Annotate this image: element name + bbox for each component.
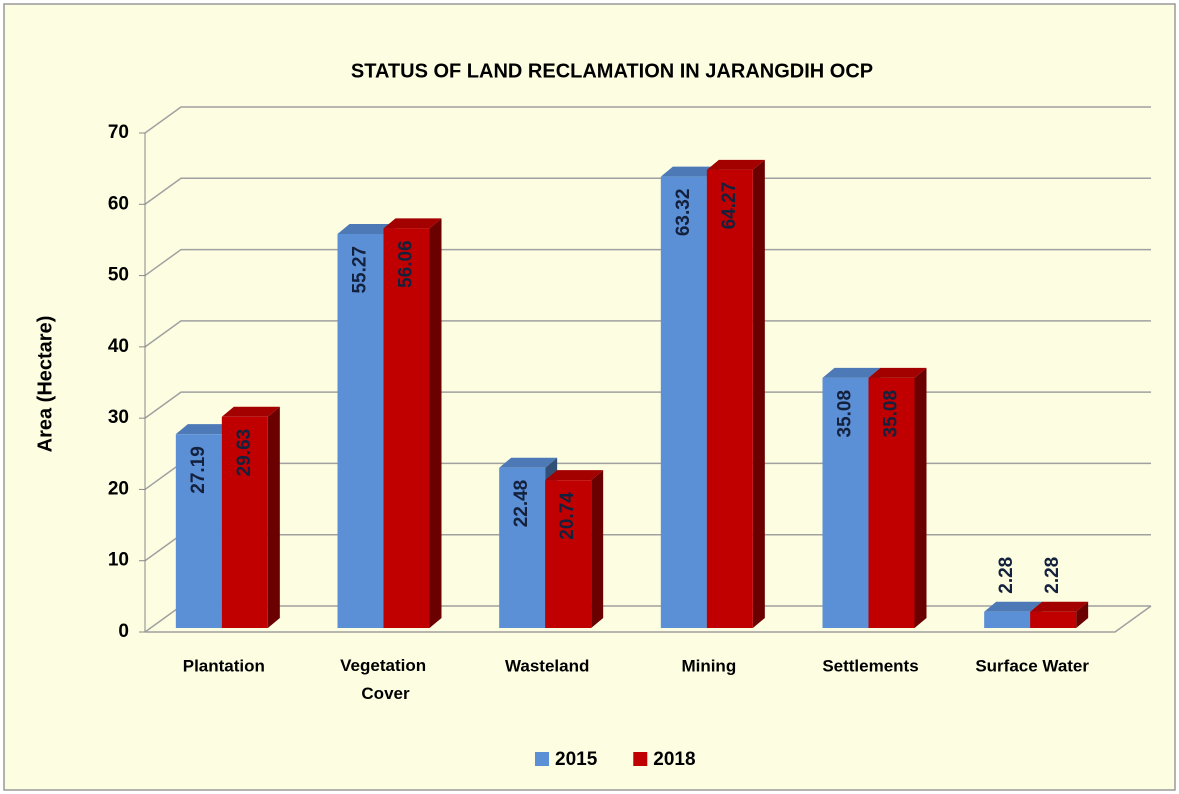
y-tick-label: 60 bbox=[108, 193, 129, 214]
bar bbox=[1030, 601, 1089, 628]
legend-label: 2018 bbox=[653, 749, 695, 770]
bar-top bbox=[499, 457, 558, 468]
bar bbox=[383, 218, 442, 628]
bar-front bbox=[984, 611, 1031, 628]
x-tick-label: Settlements bbox=[822, 656, 918, 675]
bar-front bbox=[175, 434, 222, 628]
bar-side bbox=[914, 367, 927, 628]
x-tick-label-line: Vegetation bbox=[340, 656, 431, 675]
grid-line bbox=[144, 248, 1151, 277]
bar-side bbox=[267, 406, 280, 628]
y-axis-label: Area (Hectare) bbox=[34, 316, 56, 453]
data-label: 29.63 bbox=[234, 429, 255, 477]
y-tick-label: 20 bbox=[108, 478, 129, 499]
bar-front bbox=[499, 467, 546, 628]
bar-front bbox=[221, 416, 268, 628]
x-tick-label: Wasteland bbox=[505, 656, 589, 675]
bar-top bbox=[660, 166, 719, 177]
bar-top bbox=[1030, 601, 1089, 612]
bar-top bbox=[383, 218, 442, 229]
x-tick-label-line: Cover bbox=[361, 684, 410, 703]
bar-front bbox=[660, 176, 707, 629]
data-label: 55.27 bbox=[350, 246, 371, 294]
data-label: 63.32 bbox=[673, 189, 694, 237]
y-tick-label: 10 bbox=[108, 550, 129, 571]
chart-background bbox=[3, 3, 1176, 791]
bar-front bbox=[706, 169, 753, 628]
bar-front bbox=[383, 228, 430, 628]
x-tick-label: Mining bbox=[681, 656, 736, 675]
bar bbox=[706, 159, 765, 628]
data-label: 27.19 bbox=[188, 446, 209, 494]
y-tick-label: 40 bbox=[108, 336, 129, 357]
legend-swatch bbox=[633, 752, 648, 766]
data-label: 2.28 bbox=[1042, 557, 1063, 594]
bar-top bbox=[221, 406, 280, 417]
bar-front bbox=[337, 234, 384, 629]
data-label: 2.28 bbox=[996, 557, 1017, 594]
bar bbox=[868, 367, 927, 628]
bar-top bbox=[984, 601, 1043, 612]
bar-side bbox=[429, 218, 442, 628]
y-tick-label: 30 bbox=[108, 407, 129, 428]
legend-swatch bbox=[535, 752, 549, 766]
x-tick-label: Vegetation Cover bbox=[340, 656, 431, 703]
bar-side bbox=[591, 470, 604, 628]
bar-top bbox=[337, 224, 396, 235]
grid-line bbox=[144, 320, 1151, 348]
y-tick-label: 70 bbox=[108, 122, 129, 143]
y-tick-label: 50 bbox=[108, 265, 129, 286]
x-tick-label: Plantation bbox=[183, 656, 265, 675]
bar-side bbox=[752, 159, 765, 628]
bar-top bbox=[822, 367, 881, 378]
data-label: 35.08 bbox=[835, 390, 856, 438]
bar-front bbox=[868, 377, 915, 628]
legend-label: 2015 bbox=[555, 749, 598, 770]
bar-top bbox=[545, 470, 604, 481]
grid-line bbox=[144, 106, 1151, 134]
bar-front bbox=[1030, 611, 1077, 628]
bar-top bbox=[706, 159, 765, 170]
data-label: 20.74 bbox=[557, 492, 578, 540]
data-label: 64.27 bbox=[719, 182, 740, 230]
data-label: 56.06 bbox=[396, 240, 417, 288]
data-label: 22.48 bbox=[511, 480, 532, 528]
data-label: 35.08 bbox=[881, 390, 902, 438]
bar bbox=[221, 406, 280, 628]
bar-front bbox=[822, 377, 869, 628]
bar bbox=[545, 470, 604, 628]
y-tick-label: 0 bbox=[118, 621, 129, 642]
bar-side bbox=[1076, 601, 1089, 628]
x-tick-label: Surface Water bbox=[975, 656, 1089, 675]
bar-top bbox=[868, 367, 927, 378]
grid-line bbox=[144, 177, 1151, 205]
chart-title: STATUS OF LAND RECLAMATION IN JARANGDIH … bbox=[351, 60, 873, 82]
bar-front bbox=[545, 480, 592, 628]
bar-top bbox=[175, 424, 234, 435]
floor-edge bbox=[145, 605, 1152, 633]
